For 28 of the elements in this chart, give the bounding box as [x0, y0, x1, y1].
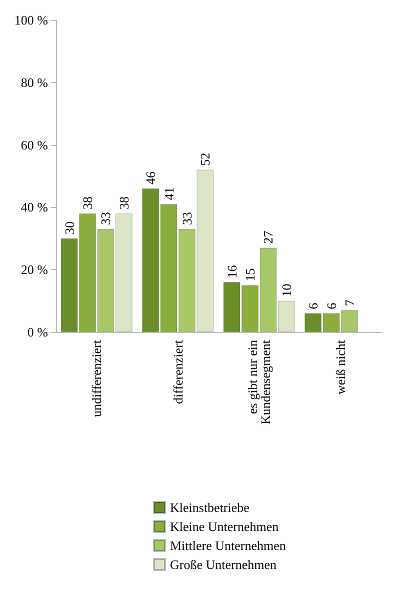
data-label: 7 [342, 299, 357, 306]
legend-label: Mittlere Unternehmen [170, 538, 286, 553]
data-label: 41 [161, 187, 176, 200]
legend-label: Kleine Unternehmen [170, 519, 280, 534]
data-label: 46 [143, 170, 158, 184]
data-label: 10 [278, 284, 294, 297]
x-tick-label: differenziert [170, 340, 186, 404]
data-label: 6 [306, 302, 321, 310]
x-tick-label: undifferenziert [89, 340, 104, 417]
y-tick-label: 0 % [27, 324, 48, 340]
y-tick-label: 20 % [20, 262, 48, 278]
data-label: 52 [198, 152, 213, 166]
data-label: 33 [179, 212, 194, 226]
data-label: 6 [324, 302, 339, 310]
legend-label: Kleinstbetriebe [170, 500, 250, 515]
data-label: 15 [242, 268, 258, 282]
legend-label: Große Unternehmen [170, 557, 277, 572]
x-tick-label: weiß nicht [332, 340, 348, 395]
y-tick-label: 100 % [14, 12, 48, 28]
y-tick-label: 60 % [20, 137, 48, 152]
data-label: 38 [116, 196, 132, 210]
y-tick-label: 40 % [20, 200, 48, 215]
data-label: 33 [98, 212, 114, 226]
data-label: 16 [224, 264, 240, 278]
data-label: 38 [80, 196, 96, 210]
data-label: 30 [62, 221, 77, 234]
data-label: 27 [260, 230, 276, 244]
y-tick-label: 80 % [20, 74, 48, 90]
